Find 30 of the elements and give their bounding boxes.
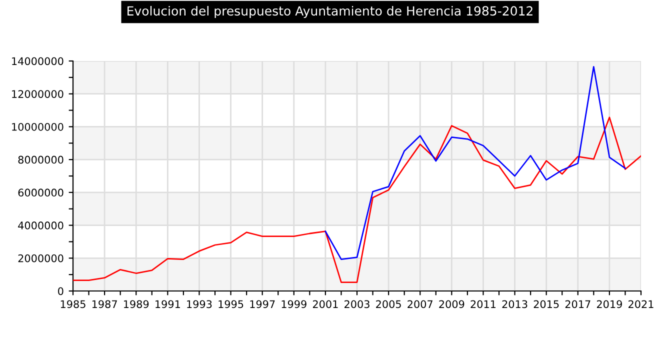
chart-title: Evolucion del presupuesto Ayuntamiento de Herencia 1985-2012: [128, 6, 532, 18]
y-tick-label: 2000000: [18, 254, 64, 262]
x-tick-label: 2019: [596, 300, 622, 308]
x-tick-label: 1985: [60, 300, 86, 308]
y-tick-label: 12000000: [12, 90, 64, 98]
x-tick-label: 1987: [92, 300, 117, 308]
y-tick-label: 0: [58, 287, 64, 296]
x-tick-label: 1997: [250, 300, 275, 308]
x-tick-label: 2001: [312, 300, 338, 308]
x-tick-label: 1995: [218, 300, 244, 308]
x-tick-label: 2017: [565, 300, 590, 308]
y-tick-label: 8000000: [18, 156, 64, 164]
x-tick-label: 2011: [470, 300, 496, 308]
line-series: [324, 66, 626, 260]
y-tick-label: 14000000: [12, 57, 64, 66]
line-series: [73, 116, 641, 283]
x-tick-label: 1993: [187, 300, 212, 308]
x-tick-label: 2015: [534, 300, 559, 308]
x-tick-label: 1991: [156, 300, 180, 308]
x-tick-label: 2003: [344, 300, 370, 308]
x-tick-label: 2009: [439, 300, 464, 308]
y-tick-label: 4000000: [18, 222, 64, 230]
x-tick-label: 2021: [628, 300, 654, 308]
x-tick-label: 1989: [124, 300, 149, 308]
y-tick-label: 6000000: [18, 188, 64, 197]
y-tick-label: 10000000: [12, 122, 64, 131]
x-tick-label: 2013: [502, 300, 528, 308]
x-tick-label: 2007: [408, 300, 432, 308]
x-tick-label: 1999: [282, 300, 306, 308]
x-tick-label: 2005: [376, 300, 401, 308]
